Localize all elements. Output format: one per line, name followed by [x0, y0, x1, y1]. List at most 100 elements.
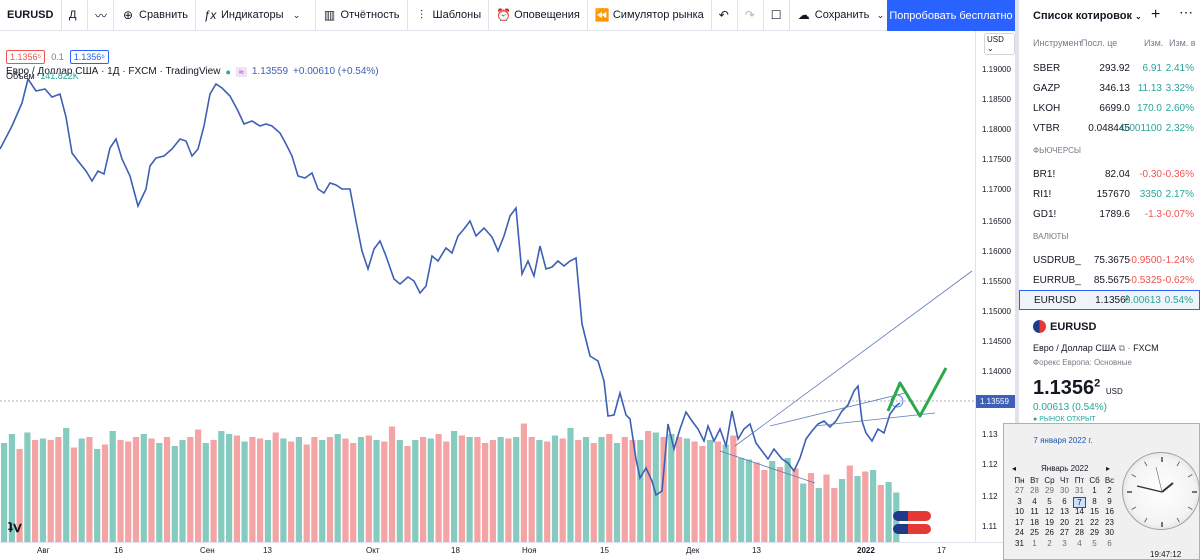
volume-bar: [132, 437, 140, 542]
calendar-day[interactable]: 3: [1017, 496, 1022, 506]
volume-bar: [233, 435, 240, 542]
calendar-day[interactable]: 7: [1073, 496, 1086, 508]
price-chart[interactable]: [0, 31, 975, 542]
replay-button[interactable]: ⏪ Симулятор рынка: [588, 0, 712, 31]
volume-bar: [699, 446, 706, 542]
calendar-day[interactable]: 1: [1092, 486, 1097, 495]
chart-type-button[interactable]: 〰: [88, 0, 114, 31]
indicators-button[interactable]: ƒx Индикаторы ⌄: [196, 0, 316, 31]
chart-pane[interactable]: Евро / Доллар США · 1Д · FXCM · TradingV…: [0, 31, 975, 542]
undo-button[interactable]: ↶: [712, 0, 738, 31]
calendar-day[interactable]: 8: [1092, 496, 1097, 506]
calendar-day[interactable]: 21: [1075, 517, 1084, 527]
templates-button[interactable]: ⫶ Шаблоны: [408, 0, 490, 31]
calendar-day[interactable]: 17: [1015, 517, 1024, 527]
watchlist-row[interactable]: USDRUB_ 75.3675 -0.9500 -1.24%: [1019, 250, 1200, 270]
system-calendar-popup[interactable]: 7 января 2022 г. ◂ Январь 2022 ▸ Пн Вт Ср Ч…: [1003, 423, 1200, 560]
calendar-day[interactable]: 11: [1030, 507, 1039, 516]
buy-price-button[interactable]: 1.1356⁶: [69, 50, 110, 64]
next-month-icon[interactable]: ▸: [1106, 464, 1111, 473]
volume-bar: [466, 437, 473, 542]
compare-button[interactable]: ⊕ Сравнить: [114, 0, 197, 31]
calendar-day[interactable]: 3: [1062, 538, 1067, 548]
calendar-day[interactable]: 15: [1090, 507, 1099, 516]
calendar-day[interactable]: 26: [1045, 528, 1054, 537]
watchlist-title[interactable]: Список котировок ⌄: [1033, 10, 1142, 22]
calendar-day[interactable]: 6: [1062, 496, 1067, 506]
layout-button[interactable]: ☐: [764, 0, 790, 31]
watchlist-row[interactable]: SBER 293.92 6.91 2.41%: [1019, 58, 1200, 78]
currency-selector[interactable]: USD ⌄: [984, 33, 1015, 55]
watchlist-row[interactable]: GAZP 346.13 11.13 3.32%: [1019, 78, 1200, 98]
calendar-day[interactable]: 24: [1015, 528, 1024, 537]
calendar-day[interactable]: 5: [1092, 538, 1097, 548]
calendar-day[interactable]: 2: [1107, 486, 1112, 495]
interval-button[interactable]: Д: [62, 0, 88, 31]
watchlist-section[interactable]: ФЬЮЧЕРСЫ: [1033, 146, 1081, 155]
save-button[interactable]: ☁ Сохранить ⌄: [790, 0, 900, 31]
watchlist-row[interactable]: VTBR 0.048445 0.001100 2.32%: [1019, 118, 1200, 138]
calendar-day[interactable]: 2: [1047, 538, 1052, 548]
row-symbol: RI1!: [1033, 188, 1052, 200]
price-tick: 1.13: [982, 430, 998, 439]
calendar-day[interactable]: 20: [1060, 517, 1069, 527]
calendar-day[interactable]: 19: [1045, 517, 1054, 527]
calendar-day[interactable]: 29: [1090, 528, 1099, 537]
watchlist-row[interactable]: LKOH 6699.0 170.0 2.60%: [1019, 98, 1200, 118]
calendar-day[interactable]: 10: [1015, 507, 1024, 516]
calendar-day[interactable]: 4: [1077, 538, 1082, 548]
add-symbol-icon[interactable]: +: [1151, 6, 1161, 23]
alerts-button[interactable]: ⏰ Оповещения: [489, 0, 588, 31]
calendar-day[interactable]: 29: [1045, 486, 1054, 495]
calendar-day[interactable]: 1: [1032, 538, 1037, 548]
calendar-day[interactable]: 27: [1015, 486, 1024, 495]
try-free-button[interactable]: Попробовать бесплатно: [887, 0, 1015, 31]
row-last: 6699.0: [1099, 102, 1130, 114]
calendar-day[interactable]: 25: [1030, 528, 1039, 537]
calendar-day[interactable]: 31: [1015, 538, 1024, 548]
calendar-day[interactable]: 14: [1075, 507, 1084, 516]
calendar-day[interactable]: 13: [1060, 507, 1069, 516]
more-options-icon[interactable]: ⋯: [1179, 4, 1193, 20]
symbol-search-button[interactable]: EURUSD: [0, 0, 62, 31]
calendar-day[interactable]: 28: [1030, 486, 1039, 495]
calendar-day[interactable]: 23: [1105, 517, 1114, 527]
calendar-day[interactable]: 16: [1105, 507, 1114, 516]
external-link-icon[interactable]: ⧉: [1118, 343, 1126, 353]
reports-button[interactable]: ▥ Отчётность: [316, 0, 408, 31]
line-chart-icon: 〰: [95, 8, 108, 23]
calendar-day[interactable]: 31: [1075, 486, 1084, 495]
watchlist-section[interactable]: ВАЛЮТЫ: [1033, 232, 1069, 241]
watchlist-row[interactable]: BR1! 82.04 -0.30 -0.36%: [1019, 164, 1200, 184]
flag-eu-us-icon: [1033, 320, 1046, 333]
calendar-day[interactable]: 18: [1030, 517, 1039, 527]
calendar-date-title[interactable]: 7 января 2022 г.: [1033, 436, 1093, 445]
calendar-day[interactable]: 6: [1107, 538, 1112, 548]
watchlist-header: Инструмент Посл. це Изм. Изм. в: [1019, 38, 1200, 52]
watchlist-row[interactable]: RI1! 157670 3350 2.17%: [1019, 184, 1200, 204]
calendar-day[interactable]: 27: [1060, 528, 1069, 537]
replay-icon: ⏪: [594, 8, 610, 22]
watchlist-row[interactable]: EURRUB_ 85.5675 -0.5325 -0.62%: [1019, 270, 1200, 290]
prev-month-icon[interactable]: ◂: [1012, 464, 1017, 473]
calendar-day[interactable]: 22: [1090, 517, 1099, 527]
redo-button[interactable]: ↷: [738, 0, 764, 31]
calendar-day[interactable]: 28: [1075, 528, 1084, 537]
calendar-day[interactable]: 12: [1045, 507, 1054, 516]
volume-bar: [520, 423, 527, 542]
volume-bar: [575, 440, 582, 542]
volume-bar: [683, 438, 690, 542]
calendar-day[interactable]: 4: [1032, 496, 1037, 506]
row-change-pct: 2.41%: [1165, 62, 1194, 74]
volume-bar: [94, 449, 101, 542]
watchlist-row[interactable]: EURUSD 1.1356² 0.00613 0.54%: [1019, 290, 1200, 310]
calendar-day[interactable]: 9: [1107, 496, 1112, 506]
calendar-day[interactable]: 30: [1060, 486, 1069, 495]
sell-price-button[interactable]: 1.1356⁵: [6, 50, 46, 64]
header-instrument: Инструмент: [1033, 38, 1083, 48]
watchlist-row[interactable]: GD1! 1789.6 -1.3 -0.07%: [1019, 204, 1200, 224]
calendar-day[interactable]: 5: [1047, 496, 1052, 506]
calendar-day[interactable]: 30: [1105, 528, 1114, 537]
volume-bar: [218, 431, 225, 542]
